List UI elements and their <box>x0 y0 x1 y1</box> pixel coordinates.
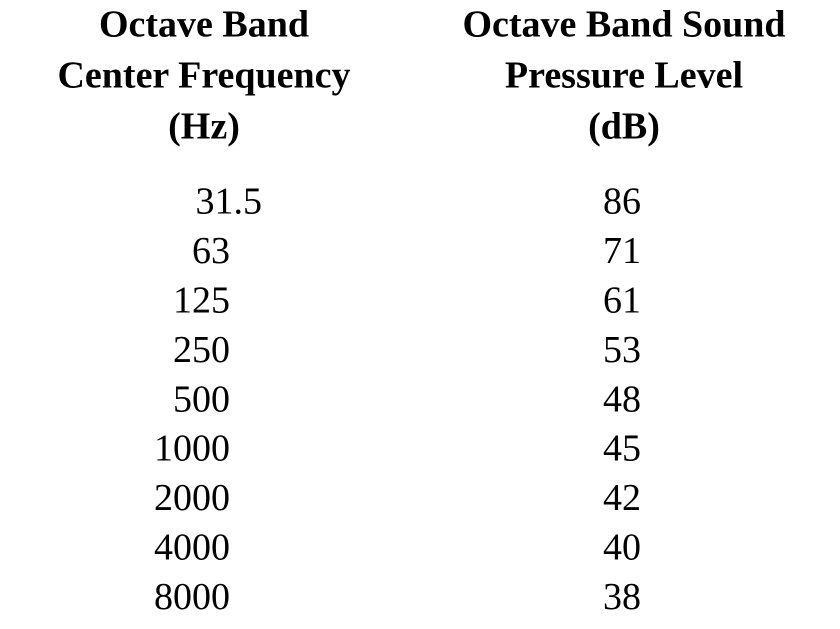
frequency-cell: 125 <box>173 280 230 322</box>
level-cell: 71 <box>603 230 641 272</box>
column-header: (Hz) <box>168 106 240 148</box>
frequency-cell: 8000 <box>154 576 230 618</box>
level-cell: 40 <box>603 527 641 569</box>
column-header: (dB) <box>588 106 660 148</box>
frequency-cell: 2000 <box>154 477 230 519</box>
level-cell: 53 <box>603 329 641 371</box>
column-header: Octave Band Sound <box>462 4 785 46</box>
frequency-cell: 1000 <box>154 428 230 470</box>
column-header: Center Frequency <box>57 55 350 97</box>
level-cell: 86 <box>603 181 641 223</box>
level-cell: 48 <box>603 378 641 420</box>
level-cell: 42 <box>603 477 641 519</box>
frequency-cell: 63 <box>192 230 230 272</box>
frequency-cell: 250 <box>173 329 230 371</box>
level-cell: 61 <box>603 280 641 322</box>
level-cell: 38 <box>603 576 641 618</box>
frequency-cell: 31.5 <box>196 181 263 223</box>
column-header: Pressure Level <box>505 55 743 97</box>
column-header: Octave Band <box>99 4 309 46</box>
frequency-cell: 4000 <box>154 527 230 569</box>
frequency-cell: 500 <box>173 378 230 420</box>
level-cell: 45 <box>603 428 641 470</box>
